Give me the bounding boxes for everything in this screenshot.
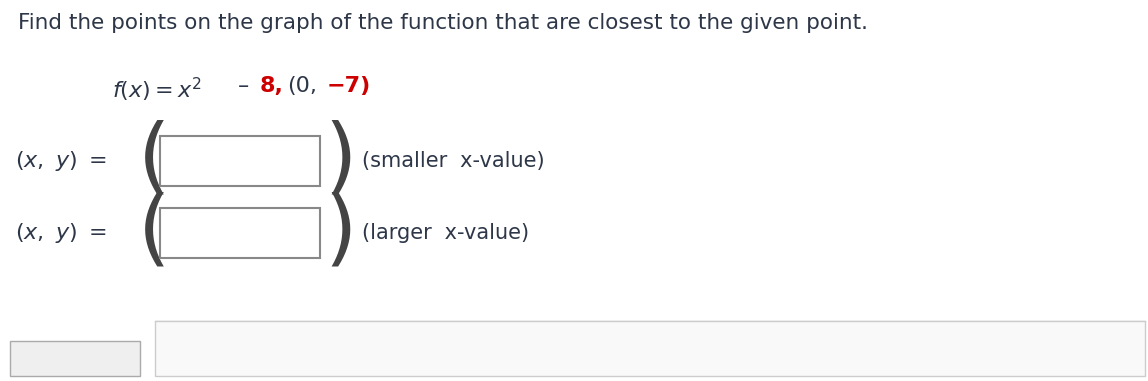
- Text: $(\mathit{x},\ \mathit{y})\ =$: $(\mathit{x},\ \mathit{y})\ =$: [15, 149, 107, 173]
- Text: $(\mathit{x},\ \mathit{y})\ =$: $(\mathit{x},\ \mathit{y})\ =$: [15, 221, 107, 245]
- FancyBboxPatch shape: [160, 208, 320, 258]
- Text: ): ): [324, 192, 357, 272]
- Text: –: –: [238, 76, 249, 96]
- Text: (larger   x-value): (larger x-value): [362, 223, 529, 243]
- Text: (: (: [138, 192, 171, 272]
- Text: Find the points on the graph of the function that are closest to the given point: Find the points on the graph of the func…: [18, 13, 868, 33]
- FancyBboxPatch shape: [10, 341, 140, 376]
- FancyBboxPatch shape: [160, 136, 320, 186]
- Text: $\mathit{f}(\mathit{x}) = \mathit{x}^2$: $\mathit{f}(\mathit{x}) = \mathit{x}^2$: [113, 76, 202, 104]
- FancyBboxPatch shape: [155, 321, 1145, 376]
- Text: ): ): [324, 120, 357, 200]
- Text: −7): −7): [327, 76, 371, 96]
- Text: (smaller   x-value): (smaller x-value): [362, 151, 544, 171]
- Text: (: (: [138, 120, 171, 200]
- Text: (0,: (0,: [287, 76, 317, 96]
- Text: 8,: 8,: [259, 76, 284, 96]
